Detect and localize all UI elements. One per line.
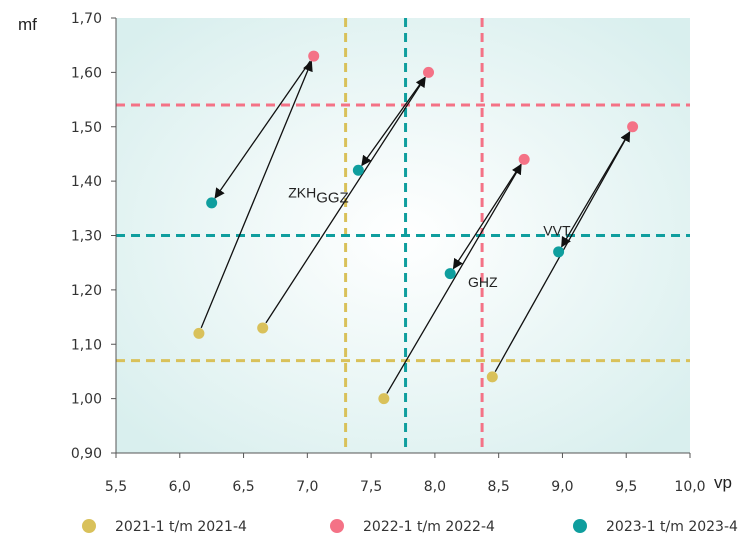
trend-arrow [386,163,522,394]
annotation-label: VVT [543,223,571,239]
data-point-series-3 [553,246,565,258]
legend-label-series-3: 2023-1 t/m 2023-4 [606,519,738,535]
y-tick-label: 1,50 [71,120,102,136]
x-tick-label: 8,0 [424,479,446,495]
x-axis-label: vp [714,473,732,492]
y-tick-label: 1,20 [71,283,102,299]
data-point-series-3 [444,268,456,280]
x-tick-label: 7,0 [296,479,318,495]
annotations: ZKHGGZ VVT GHZ [288,184,571,290]
x-ticks: 5,5 6,0 6,5 7,0 7,5 8,0 8,5 9,0 9,5 10,0 [105,453,706,495]
data-point-series-2 [308,50,320,62]
trend-arrow [214,60,311,199]
x-tick-label: 6,5 [232,479,254,495]
data-point-series-1 [378,393,390,405]
trend-arrow [561,131,631,248]
reference-lines [116,18,690,453]
data-point-series-3 [352,164,364,176]
x-tick-label: 9,0 [551,479,573,495]
legend-label-series-2: 2022-1 t/m 2022-4 [363,519,495,535]
data-point-series-2 [627,121,639,133]
y-tick-label: 1,10 [71,337,102,353]
x-tick-label: 8,5 [488,479,510,495]
y-tick-label: 1,40 [71,174,102,190]
annotation-label: GHZ [468,274,498,290]
x-tick-label: 5,5 [105,479,127,495]
y-ticks: 0,90 1,00 1,10 1,20 1,30 1,40 1,50 1,60 1,70 [71,11,116,462]
data-point-series-3 [206,197,218,209]
y-tick-label: 1,30 [71,229,102,245]
legend-marker-series-2 [330,519,344,533]
legend: 2021-1 t/m 2021-4 2022-1 t/m 2022-4 2023-1… [82,519,738,535]
data-point-series-1 [486,371,498,383]
y-tick-label: 1,70 [71,11,102,27]
x-tick-label: 9,5 [615,479,637,495]
data-points [193,50,639,405]
data-point-series-1 [257,322,269,334]
trend-arrow [265,76,426,324]
y-axis-label: mf [18,15,37,34]
trend-arrow [361,76,426,167]
trend-arrow [200,60,313,329]
data-point-series-1 [193,327,205,339]
x-tick-label: 7,5 [360,479,382,495]
data-point-series-2 [518,153,530,165]
x-tick-label: 6,0 [169,479,191,495]
annotation-label: ZKHGGZ [288,184,349,206]
y-tick-label: 1,60 [71,65,102,81]
x-tick-label: 10,0 [674,479,705,495]
y-tick-label: 0,90 [71,446,102,462]
trend-arrow [452,164,522,270]
legend-marker-series-3 [573,519,587,533]
data-point-series-2 [423,66,435,78]
y-tick-label: 1,00 [71,392,102,408]
legend-label-series-1: 2021-1 t/m 2021-4 [115,519,247,535]
legend-marker-series-1 [82,519,96,533]
